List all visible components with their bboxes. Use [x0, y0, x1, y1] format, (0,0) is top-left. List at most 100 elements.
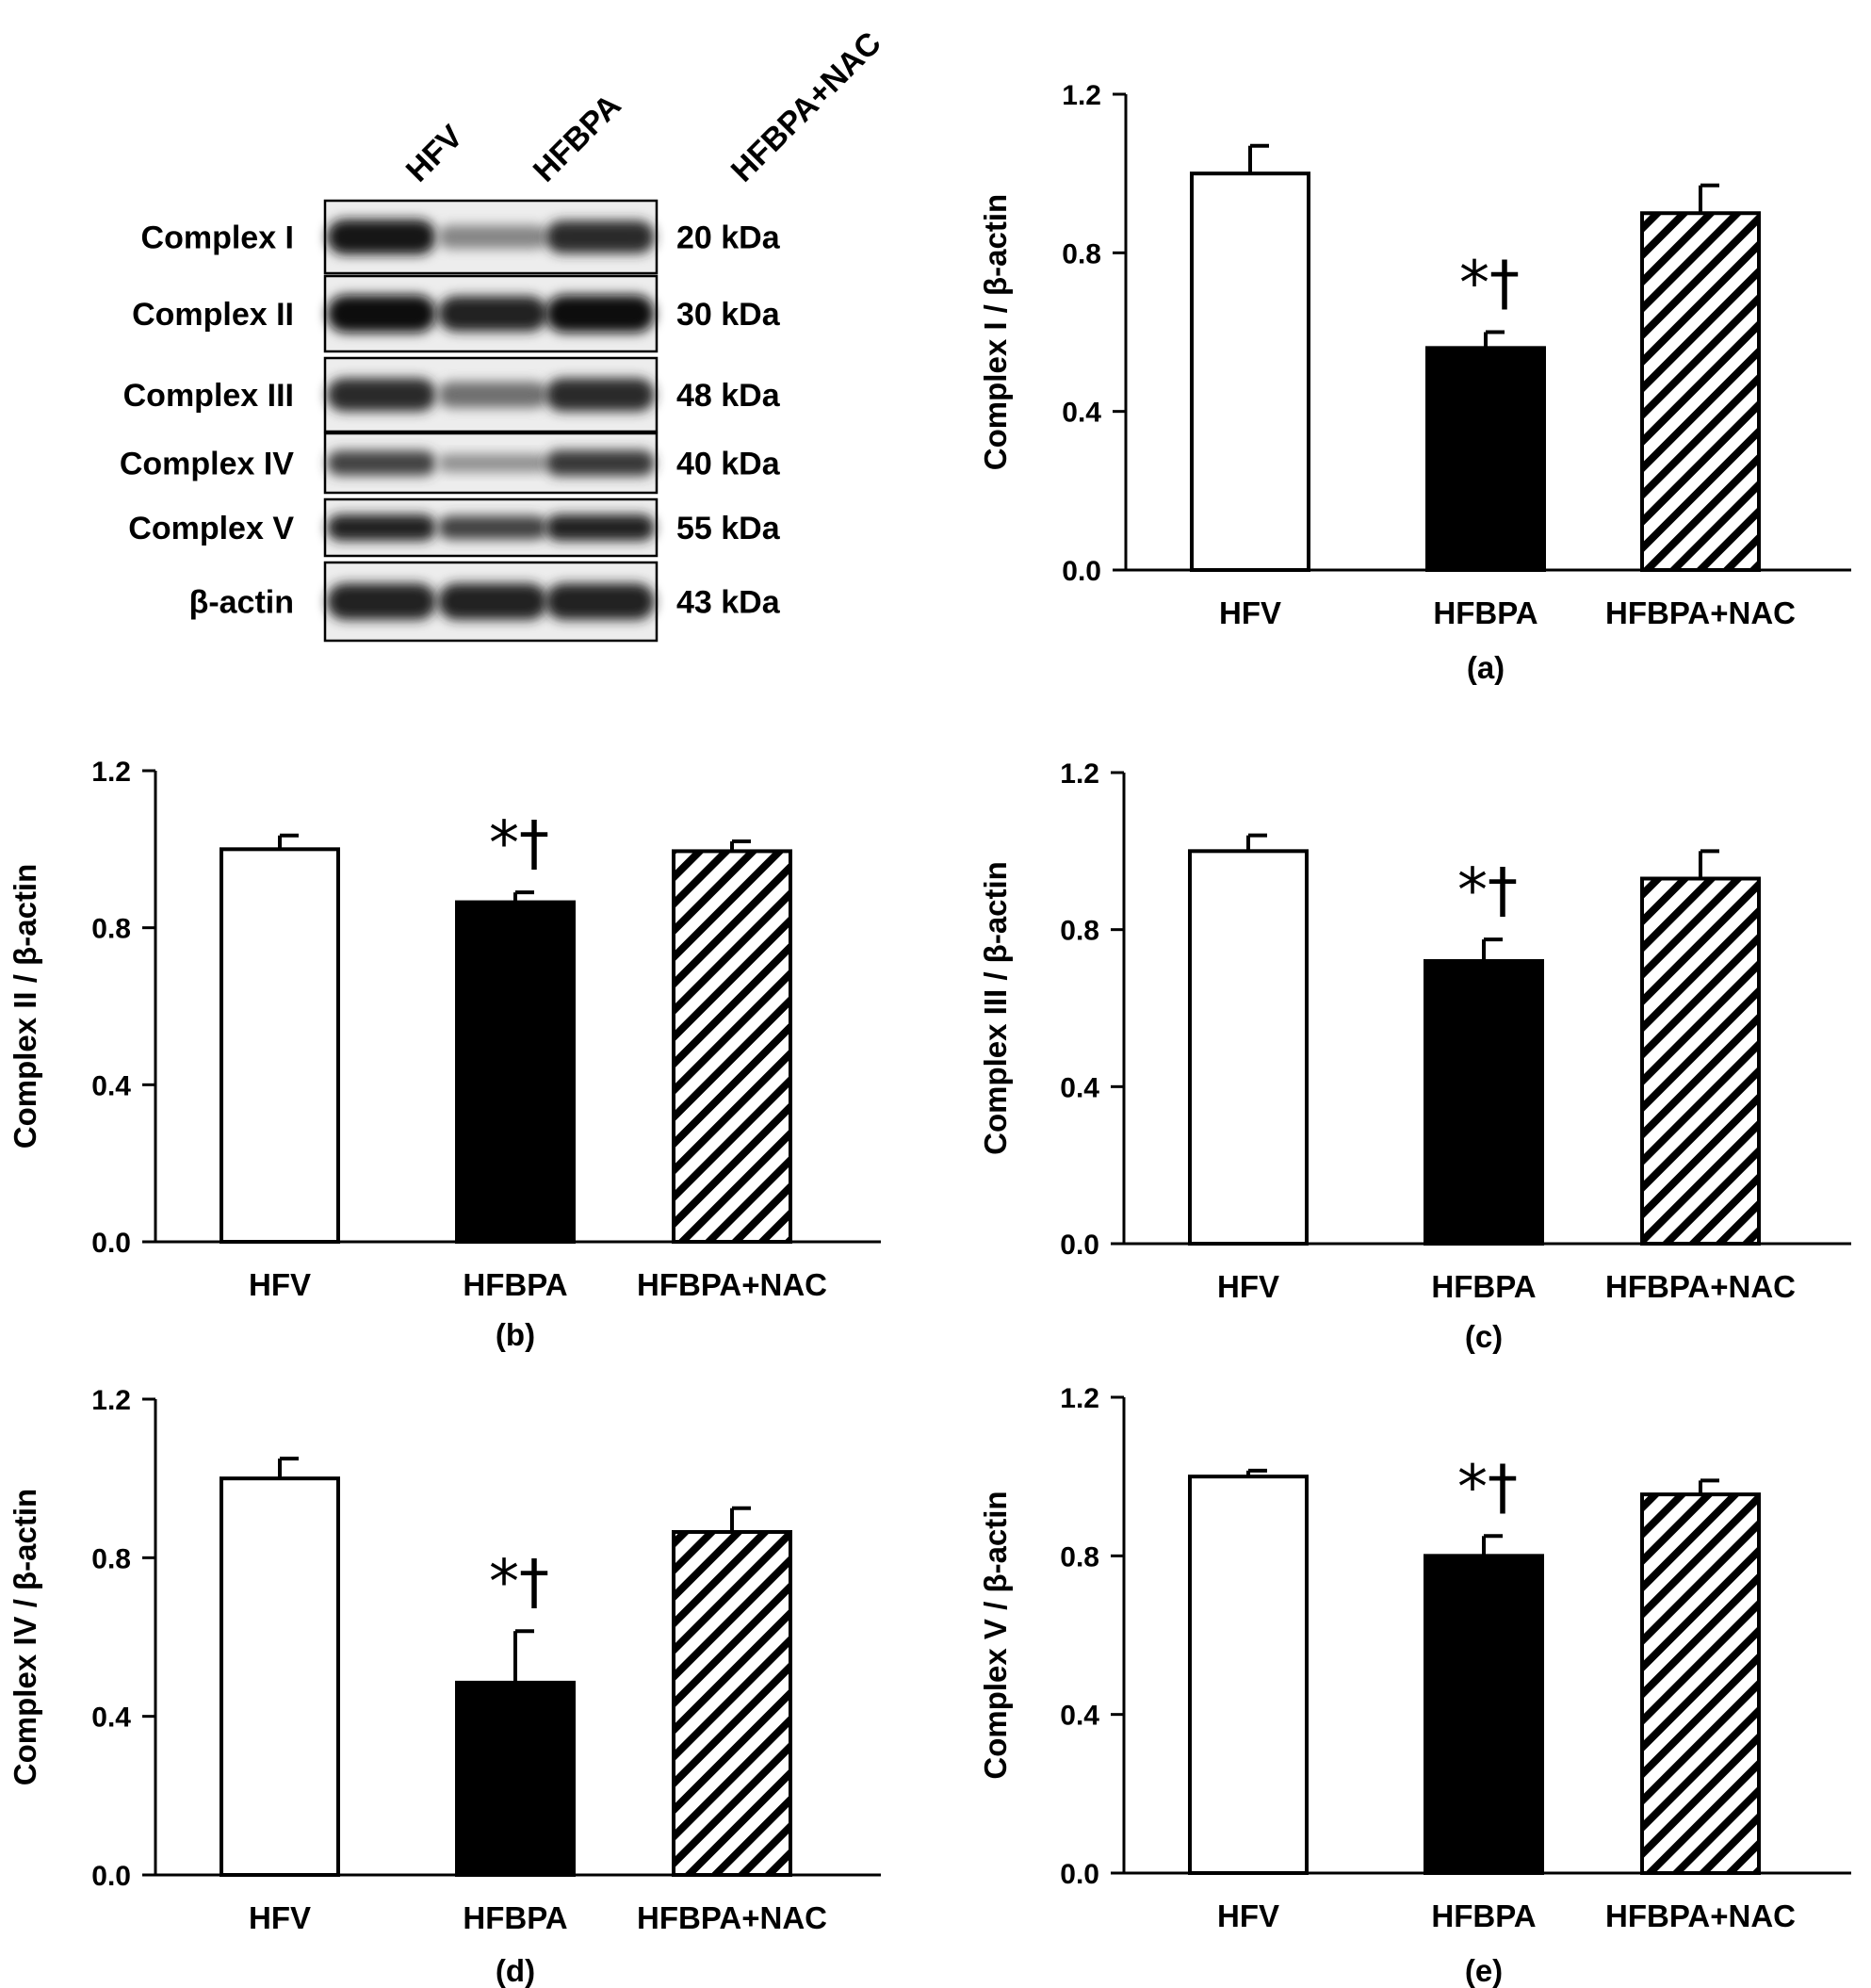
- panel-label: (a): [1467, 650, 1505, 685]
- chart-panel: 0.0 0.4 0.8 1.2 HFV HFBPA HFBPA+NAC *† Complex V…: [978, 1383, 1851, 1988]
- significance-marker: *†: [1459, 250, 1520, 319]
- y-axis-label: Complex I / β-actin: [978, 194, 1013, 470]
- significance-marker: *†: [1457, 1453, 1518, 1523]
- blot-band: [327, 513, 436, 542]
- blot-row: Complex IV 40 kDa: [120, 432, 781, 495]
- x-category-label: HFBPA+NAC: [637, 1900, 827, 1935]
- y-tick-label: 0.0: [91, 1861, 131, 1892]
- bar: [455, 900, 576, 1244]
- blot-band: [438, 296, 547, 332]
- blot-band: [438, 382, 547, 408]
- y-axis-label: Complex V / β-actin: [978, 1491, 1013, 1779]
- blot-row: Complex III 48 kDa: [123, 356, 781, 433]
- y-tick-label: 0.4: [91, 1703, 131, 1734]
- size-label: 40 kDa: [676, 447, 781, 482]
- blot-band: [438, 225, 547, 249]
- y-tick-label: 0.4: [91, 1070, 131, 1101]
- size-label: 48 kDa: [676, 378, 781, 414]
- chart-panel: 0.0 0.4 0.8 1.2 HFV HFBPA HFBPA+NAC *† Complex I…: [8, 1385, 881, 1988]
- blot-band: [327, 295, 436, 333]
- y-tick-label: 0.4: [1062, 398, 1101, 429]
- blot-band: [327, 378, 436, 412]
- chart-panel: 0.0 0.4 0.8 1.2 HFV HFBPA HFBPA+NAC *† Complex I…: [8, 757, 881, 1352]
- panel-label: (e): [1465, 1953, 1503, 1988]
- significance-marker: *†: [1457, 856, 1518, 926]
- blot-band: [545, 449, 655, 477]
- lane-label: HFV: [399, 118, 470, 188]
- size-label: 43 kDa: [676, 585, 781, 621]
- panel-label: (b): [496, 1317, 535, 1352]
- y-tick-label: 1.2: [1060, 1383, 1099, 1414]
- significance-marker: *†: [489, 1548, 549, 1618]
- x-category-label: HFBPA: [463, 1900, 567, 1935]
- protein-label: Complex V: [128, 511, 294, 546]
- y-tick-label: 0.4: [1060, 1701, 1099, 1732]
- blot-band: [545, 295, 655, 333]
- blot-band: [545, 583, 655, 620]
- y-tick-label: 0.8: [1062, 238, 1101, 269]
- x-category-label: HFBPA+NAC: [1605, 1269, 1796, 1304]
- y-axis-label: Complex IV / β-actin: [8, 1489, 42, 1785]
- x-category-label: HFBPA: [1431, 1898, 1536, 1933]
- x-category-label: HFV: [249, 1900, 311, 1935]
- x-category-label: HFBPA+NAC: [637, 1267, 827, 1302]
- bar: [1640, 211, 1761, 572]
- x-category-label: HFBPA: [1431, 1269, 1536, 1304]
- y-tick-label: 0.0: [91, 1228, 131, 1259]
- y-tick-label: 0.0: [1060, 1230, 1099, 1261]
- lane-label: HFBPA+NAC: [724, 25, 888, 189]
- bar: [455, 1680, 576, 1878]
- bar: [1424, 1554, 1544, 1876]
- x-category-label: HFBPA+NAC: [1605, 1898, 1796, 1933]
- x-category-label: HFV: [249, 1267, 311, 1302]
- y-axis-label: Complex III / β-actin: [978, 861, 1013, 1155]
- blot-band: [545, 220, 655, 253]
- y-tick-label: 1.2: [91, 757, 131, 788]
- x-category-label: HFV: [1217, 1898, 1279, 1933]
- bar: [1424, 959, 1544, 1246]
- size-label: 55 kDa: [676, 511, 781, 546]
- blot-band: [438, 583, 547, 620]
- y-tick-label: 0.0: [1062, 556, 1101, 587]
- bar-charts: 0.0 0.4 0.8 1.2 HFV HFBPA HFBPA+NAC *† Complex I…: [8, 80, 1851, 1988]
- blot-band: [545, 513, 655, 542]
- protein-label: Complex IV: [120, 447, 294, 482]
- x-category-label: HFBPA: [1433, 595, 1537, 630]
- y-tick-label: 1.2: [1060, 758, 1099, 790]
- x-category-label: HFBPA: [463, 1267, 567, 1302]
- size-label: 20 kDa: [676, 220, 781, 256]
- bar: [1190, 171, 1310, 573]
- y-tick-label: 0.8: [91, 914, 131, 945]
- blot-band: [327, 583, 436, 620]
- y-tick-label: 1.2: [91, 1385, 131, 1416]
- protein-label: β-actin: [189, 585, 294, 621]
- y-tick-label: 0.8: [1060, 1541, 1099, 1572]
- bar: [1640, 876, 1761, 1246]
- bar: [220, 1476, 340, 1877]
- chart-panel: 0.0 0.4 0.8 1.2 HFV HFBPA HFBPA+NAC *† Complex I…: [978, 758, 1851, 1354]
- protein-label: Complex I: [141, 220, 294, 256]
- bar: [672, 1529, 792, 1877]
- protein-label: Complex II: [132, 297, 294, 333]
- y-tick-label: 0.8: [1060, 916, 1099, 947]
- significance-marker: *†: [489, 809, 549, 879]
- protein-label: Complex III: [123, 378, 294, 414]
- bar: [1640, 1492, 1761, 1875]
- bar: [1188, 1475, 1309, 1875]
- y-tick-label: 0.4: [1060, 1072, 1099, 1103]
- panel-label: (d): [496, 1953, 535, 1988]
- x-category-label: HFBPA+NAC: [1605, 595, 1796, 630]
- blot-band: [438, 453, 547, 473]
- bar: [220, 847, 340, 1244]
- bar: [672, 849, 792, 1245]
- bar: [1425, 346, 1546, 573]
- blot-band: [327, 219, 436, 255]
- blot-row: Complex V 55 kDa: [128, 497, 781, 558]
- blot-band: [545, 378, 655, 412]
- blot-row: Complex II 30 kDa: [132, 274, 781, 353]
- y-tick-label: 1.2: [1062, 80, 1101, 111]
- blot-row: Complex I 20 kDa: [141, 199, 781, 275]
- y-tick-label: 0.8: [91, 1543, 131, 1574]
